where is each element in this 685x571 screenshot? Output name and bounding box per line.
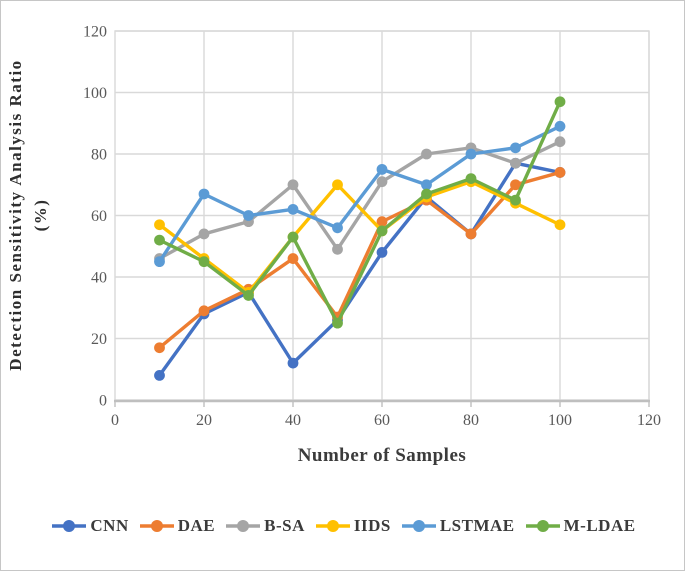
legend-item-lstmae: LSTMAE <box>401 516 515 536</box>
legend-label: M-LDAE <box>563 516 636 535</box>
data-point-m-ldae <box>154 234 165 246</box>
data-point-dae <box>287 253 299 264</box>
y-tick-label: 120 <box>83 24 107 41</box>
legend-dot <box>412 520 425 532</box>
legend-dot <box>237 520 250 532</box>
data-point-b-sa <box>510 157 521 169</box>
chart-legend: CNN DAE B-SA IIDS LSTMAE M-LDAE <box>1 509 684 543</box>
legend-line-marker-icon <box>52 520 87 532</box>
legend-line-marker-icon <box>525 520 560 532</box>
data-point-iids <box>332 179 343 191</box>
y-axis-title: Detection Sensitivity Analysis Ratio (%) <box>3 10 59 420</box>
data-point-m-ldae <box>554 96 566 108</box>
legend-dot <box>536 520 549 532</box>
data-point-b-sa <box>198 228 210 240</box>
legend-item-b-sa: B-SA <box>225 516 305 536</box>
data-point-lstmae <box>332 222 343 234</box>
data-point-lstmae <box>287 203 299 215</box>
x-tick-label: 40 <box>285 412 301 429</box>
data-point-b-sa <box>287 179 299 191</box>
data-point-dae <box>554 167 566 178</box>
data-point-m-ldae <box>243 290 254 301</box>
data-point-m-ldae <box>421 188 432 200</box>
data-point-lstmae <box>154 256 165 268</box>
data-point-lstmae <box>243 210 254 221</box>
y-tick-label: 20 <box>91 331 107 348</box>
legend-label: LSTMAE <box>439 516 515 535</box>
y-axis-title-units: (%) <box>31 198 50 232</box>
x-tick-label: 100 <box>548 412 572 429</box>
legend-label: DAE <box>177 516 216 535</box>
legend-line-marker-icon <box>139 520 174 532</box>
data-point-b-sa <box>332 243 343 255</box>
legend-dot <box>326 520 339 532</box>
data-point-b-sa <box>554 136 566 148</box>
x-tick-label: 80 <box>463 412 479 429</box>
data-point-iids <box>554 219 566 231</box>
y-tick-label: 80 <box>91 147 107 164</box>
y-tick-label: 100 <box>83 85 107 102</box>
legend-line-marker-icon <box>226 520 261 532</box>
data-point-dae <box>510 179 521 191</box>
legend-item-cnn: CNN <box>51 516 128 536</box>
legend-dot <box>63 520 76 532</box>
x-tick-label: 120 <box>637 412 661 429</box>
data-point-iids <box>154 219 165 231</box>
data-point-dae <box>376 216 388 228</box>
series-line-m-ldae <box>157 100 562 325</box>
data-point-b-sa <box>421 148 432 160</box>
legend-label: B-SA <box>264 516 305 535</box>
data-point-lstmae <box>421 179 432 191</box>
series-line-b-sa <box>157 139 562 261</box>
y-tick-label: 40 <box>91 270 107 287</box>
data-point-cnn <box>287 357 299 369</box>
data-point-m-ldae <box>332 317 343 329</box>
x-axis-title: Number of Samples <box>297 445 467 466</box>
data-point-cnn <box>154 370 165 381</box>
line-chart: 0 20 40 60 80 100 120 0 20 40 60 80 100 120 <box>83 24 661 430</box>
x-tick-label: 60 <box>374 412 390 429</box>
data-point-dae <box>465 228 477 240</box>
legend-item-m-ldae: M-LDAE <box>525 516 636 536</box>
y-axis-title-text: Detection Sensitivity Analysis Ratio <box>6 59 25 371</box>
data-point-lstmae <box>554 120 566 132</box>
data-point-m-ldae <box>198 256 210 268</box>
data-point-lstmae <box>198 188 210 200</box>
data-point-dae <box>198 305 210 317</box>
data-point-m-ldae <box>465 173 477 185</box>
series-line-lstmae <box>157 124 562 264</box>
data-point-lstmae <box>510 142 521 154</box>
series-line-iids <box>157 179 562 295</box>
series-line-dae <box>157 170 562 350</box>
y-tick-label: 0 <box>99 393 107 410</box>
data-point-dae <box>154 342 165 354</box>
data-point-b-sa <box>376 176 388 188</box>
legend-line-marker-icon <box>401 520 436 532</box>
x-tick-label: 20 <box>196 412 212 429</box>
data-point-m-ldae <box>376 225 388 237</box>
data-point-cnn <box>376 247 388 258</box>
legend-item-iids: IIDS <box>315 516 391 536</box>
series-line-cnn <box>157 161 562 378</box>
legend-item-dae: DAE <box>139 516 215 536</box>
data-point-lstmae <box>465 148 477 160</box>
legend-dot <box>150 520 163 532</box>
x-tick-label: 0 <box>111 412 119 429</box>
data-point-lstmae <box>376 163 388 175</box>
legend-label: IIDS <box>353 516 391 535</box>
data-point-m-ldae <box>510 194 521 206</box>
y-tick-label: 60 <box>91 208 107 225</box>
data-point-m-ldae <box>287 231 299 243</box>
legend-line-marker-icon <box>315 520 350 532</box>
legend-label: CNN <box>90 516 129 535</box>
